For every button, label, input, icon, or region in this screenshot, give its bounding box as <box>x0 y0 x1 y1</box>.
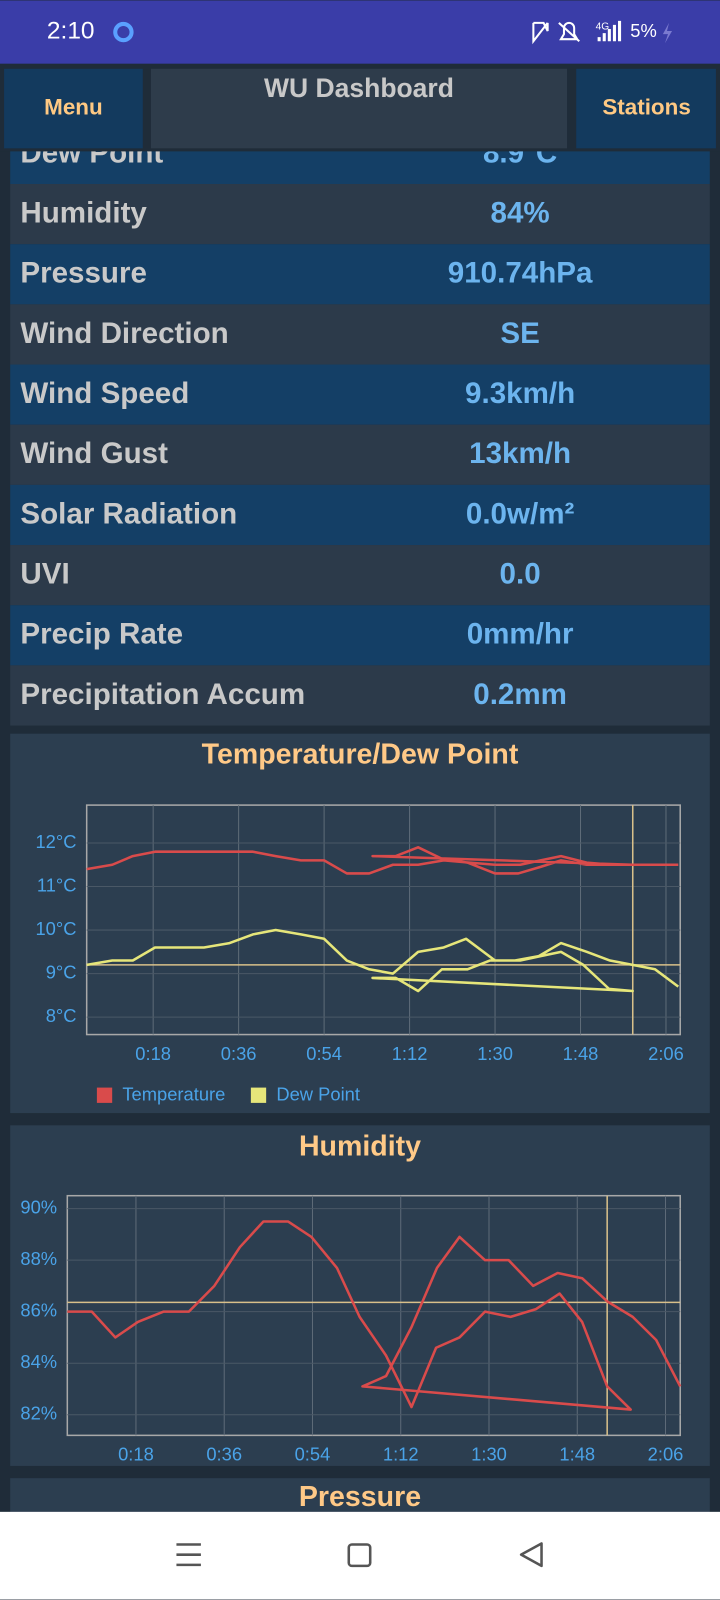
y-tick-label: 86% <box>20 1300 57 1321</box>
row-label: Wind Speed <box>20 377 189 410</box>
x-tick-label: 0:54 <box>306 1043 342 1064</box>
legend-swatch <box>96 1087 113 1103</box>
nav-bar <box>0 1511 720 1600</box>
legend-label: Dew Point <box>276 1084 360 1105</box>
x-tick-label: 0:36 <box>206 1444 242 1465</box>
title-box <box>150 68 568 149</box>
row-value: 13km/h <box>469 437 571 470</box>
series-line <box>86 846 679 875</box>
row-value: 9.3km/h <box>465 377 575 410</box>
x-tick-label: 1:48 <box>559 1444 595 1465</box>
app-title: WU Dashboard <box>264 73 454 103</box>
row-value: 0.0 <box>500 557 541 590</box>
y-tick-label: 8°C <box>46 1005 77 1026</box>
home-button[interactable] <box>347 1543 372 1568</box>
clock: 2:10 <box>47 18 95 45</box>
x-tick-label: 0:54 <box>295 1444 331 1465</box>
plot-area <box>66 1194 681 1437</box>
table-row <box>10 665 710 726</box>
battery-level: 5% <box>630 20 657 41</box>
row-label: Precipitation Accum <box>20 678 305 711</box>
y-tick-label: 12°C <box>35 831 76 852</box>
y-tick-label: 82% <box>20 1403 57 1424</box>
x-tick-label: 1:30 <box>477 1043 513 1064</box>
table-row <box>10 484 710 546</box>
chart-title: Pressure <box>299 1481 421 1513</box>
mute-icon <box>558 21 580 43</box>
x-tick-label: 1:30 <box>471 1444 507 1465</box>
chart-panel <box>10 1125 710 1466</box>
table-row <box>10 424 710 485</box>
table-row <box>10 184 710 245</box>
y-tick-label: 88% <box>20 1248 57 1269</box>
row-label: Solar Radiation <box>20 497 237 530</box>
row-value: 910.74hPa <box>448 257 593 290</box>
chart-panel <box>10 733 710 1114</box>
signal-icon <box>597 20 622 42</box>
x-tick-label: 1:12 <box>383 1444 419 1465</box>
y-tick-label: 11°C <box>37 874 77 895</box>
table-row <box>10 605 710 666</box>
recents-button[interactable] <box>176 1543 201 1567</box>
row-label: Humidity <box>20 196 147 229</box>
chart-title: Temperature/Dew Point <box>202 739 519 771</box>
series-line <box>67 1220 682 1411</box>
x-tick-label: 1:48 <box>563 1043 599 1064</box>
y-tick-label: 10°C <box>35 918 76 939</box>
x-tick-label: 0:18 <box>118 1444 154 1465</box>
legend-swatch <box>250 1087 267 1103</box>
chart-title: Humidity <box>299 1130 421 1162</box>
settings-icon <box>113 21 134 43</box>
table-row <box>10 364 710 425</box>
x-tick-label: 1:12 <box>392 1043 428 1064</box>
row-value: 84% <box>491 196 550 229</box>
plot-area <box>85 804 681 1036</box>
row-label: Wind Direction <box>20 317 228 350</box>
network-type: 4G <box>596 22 610 33</box>
menu-button[interactable] <box>4 68 143 149</box>
x-tick-label: 2:06 <box>648 1444 684 1465</box>
stations-button[interactable] <box>576 68 716 149</box>
nfc-icon <box>532 21 549 45</box>
menu-label[interactable]: Menu <box>44 94 103 119</box>
row-value: 0mm/hr <box>467 618 574 651</box>
row-value: 0.0w/m² <box>466 497 575 530</box>
y-tick-label: 84% <box>20 1351 57 1372</box>
row-label: Pressure <box>20 257 147 290</box>
y-tick-label: 90% <box>20 1196 57 1217</box>
charts: Temperature/Dew Point 0:18 0:36 0:54 1:12 1:3… <box>10 733 710 1519</box>
x-tick-label: 0:18 <box>135 1043 171 1064</box>
x-tick-label: 0:36 <box>221 1043 257 1064</box>
row-value: 0.2mm <box>473 678 567 711</box>
row-label: Precip Rate <box>20 618 183 651</box>
table-row <box>10 244 710 305</box>
back-button[interactable] <box>519 1542 543 1568</box>
legend-label: Temperature <box>122 1084 225 1105</box>
series-line <box>86 928 680 993</box>
table-row <box>10 545 710 606</box>
stations-label[interactable]: Stations <box>602 94 690 119</box>
charging-icon <box>662 22 673 44</box>
table-row <box>10 304 710 365</box>
row-value: SE <box>500 317 539 350</box>
y-tick-label: 9°C <box>46 961 77 982</box>
row-label: Wind Gust <box>20 437 168 470</box>
status-bar <box>0 0 720 64</box>
row-label: UVI <box>20 557 69 590</box>
x-tick-label: 2:06 <box>648 1043 684 1064</box>
